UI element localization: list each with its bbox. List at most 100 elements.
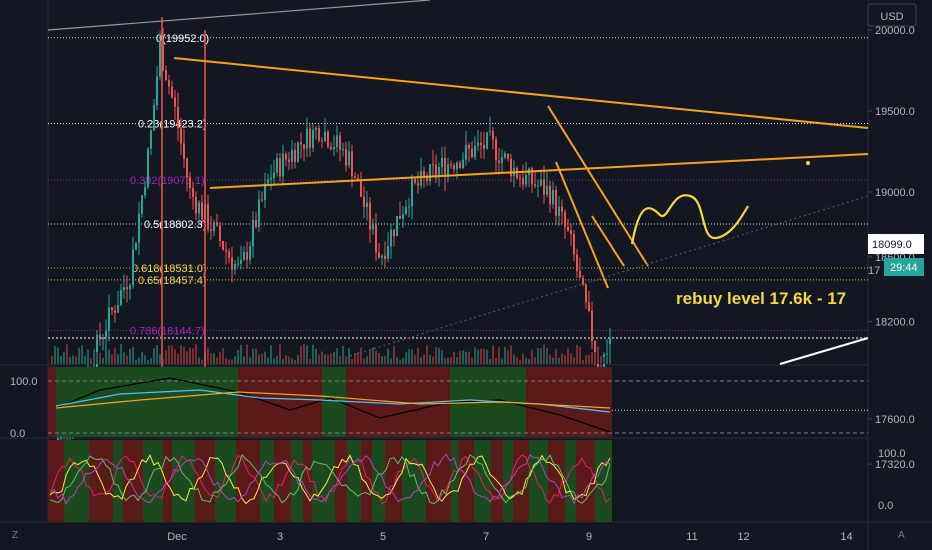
candle-body [519,177,521,179]
trendline-drawing[interactable] [209,153,869,189]
osc2-band [172,440,195,522]
volume-bar [408,348,410,364]
candle-body [171,86,173,98]
volume-bar [237,349,239,364]
volume-bar [135,359,137,364]
marker-dot [806,161,810,165]
time-tick-label: 5 [380,531,386,543]
osc2-band [503,440,513,522]
candle-body [570,230,572,234]
fib-level-label: 0.5(18802.3) [144,219,206,231]
trendline-drawing[interactable] [555,161,609,289]
volume-bar [156,345,158,364]
candle-body [474,145,476,158]
osc1-band [238,367,322,437]
volume-bar [249,357,251,364]
volume-bar [462,350,464,364]
trendline-drawing[interactable] [173,57,869,129]
time-axis[interactable]: Dec 3 5 7 9 11 12 14 [167,531,852,543]
volume-bar [552,357,554,364]
volume-bar [489,359,491,364]
volume-bar [474,347,476,364]
volume-bar [243,356,245,364]
fib-level-label: 0.65(18457.4) [138,275,207,287]
candle-body [420,170,422,186]
candle-body [390,229,392,247]
volume-bar [300,346,302,364]
trendline-drawing[interactable] [349,195,869,357]
volume-bar [93,349,95,364]
candle-body [408,206,410,208]
candle-body [168,80,170,87]
oscillator-pane-1[interactable]: 100.0 0.0 [10,367,868,440]
volume-bar [318,354,320,364]
currency-badge[interactable] [867,3,917,27]
volume-bar [99,352,101,364]
candle-body [162,40,164,71]
volume-bar [411,349,413,364]
volume-bar [483,348,485,364]
candle-body [150,130,152,149]
volume-bar [174,349,176,364]
time-tick-label: 9 [586,531,592,543]
candle-body [426,176,428,182]
candle-body [483,145,485,149]
osc1-line [55,391,611,409]
volume-bar [138,357,140,364]
candle-body [234,263,236,270]
price-axis[interactable]: USD 20000.019500.019000.018600.018200.01… [867,3,917,471]
osc2-band [274,440,291,522]
trendline-drawing[interactable] [779,337,869,365]
candle-body [108,307,110,331]
candle-body [216,222,218,226]
projection-squiggle[interactable] [630,194,749,245]
volume-bar [603,356,605,364]
volume-bar [510,345,512,364]
candle-body [99,334,101,340]
candle-body [510,158,512,176]
drawings-layer[interactable] [47,0,869,365]
time-tick-label: 3 [277,531,283,543]
osc2-band [48,440,64,522]
volume-bar [492,345,494,364]
volume-bar [444,358,446,364]
trendline-drawing[interactable] [547,105,649,267]
volume-bar [228,359,230,364]
auto-scale-label: A [898,530,905,541]
osc2-band [385,440,402,522]
volume-bar [336,348,338,364]
candle-body [183,143,185,159]
candle-body [120,290,122,305]
candle-body [243,252,245,260]
oscillator-pane-2[interactable]: 100.0 0.0 [48,440,906,522]
volume-bar [168,345,170,364]
candle-body [393,229,395,237]
volume-bar [213,353,215,364]
price-tick-label: 17320.0 [875,459,915,471]
candle-body [504,153,506,158]
volume-bar [240,344,242,364]
candle-body [585,284,587,303]
candle-body [429,164,431,182]
volume-bar [96,352,98,364]
candle-body [462,159,464,169]
osc1-band [322,367,346,437]
candle-body [477,142,479,146]
volume-bar [192,348,194,364]
candle-body [396,216,398,237]
volume-bar [390,358,392,364]
volume-bar [450,357,452,364]
trendline-drawing[interactable] [47,0,431,31]
candle-body [489,131,491,133]
candle-body [348,151,350,166]
volume-bar [471,358,473,364]
price-tick-label: 17600.0 [875,414,915,426]
price-pane[interactable]: 0(19952.0)0.23(19423.2)0.382(19073.1)0.5… [48,17,868,454]
osc2-band [163,440,172,522]
candle-body [291,149,293,162]
osc2-line [49,453,611,505]
candle-body [522,178,524,185]
trendline-drawing[interactable] [591,215,625,267]
volume-bar [453,352,455,364]
